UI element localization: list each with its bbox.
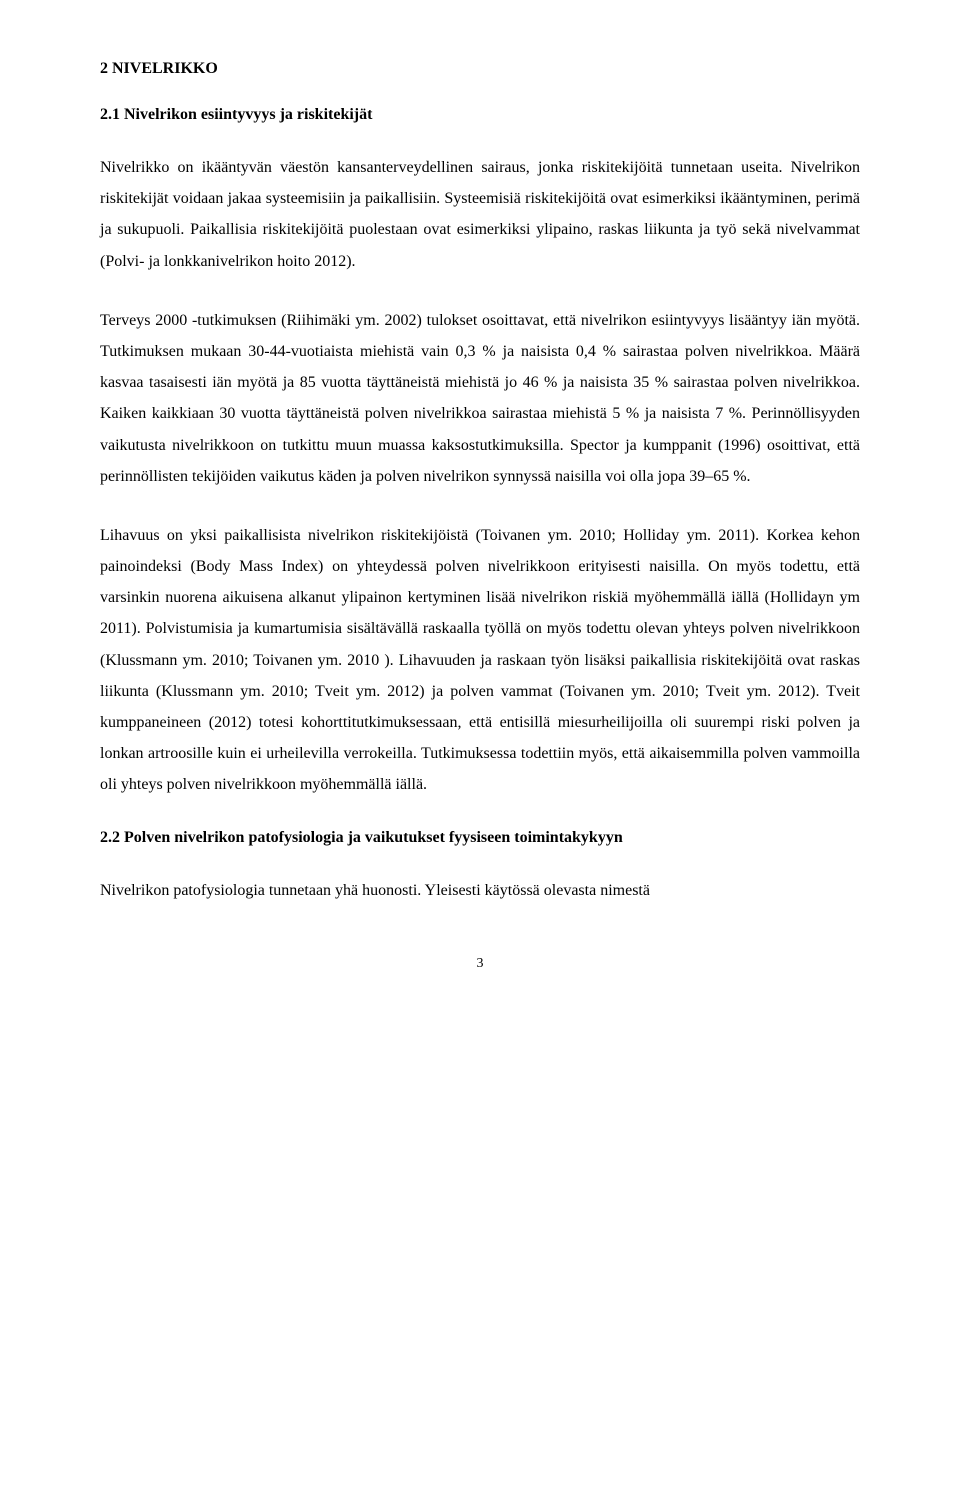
section-heading-2-2: 2.2 Polven nivelrikon patofysiologia ja … xyxy=(100,829,860,847)
body-paragraph-3: Lihavuus on yksi paikallisista nivelriko… xyxy=(100,520,860,801)
body-paragraph-4: Nivelrikon patofysiologia tunnetaan yhä … xyxy=(100,875,860,906)
body-paragraph-1: Nivelrikko on ikääntyvän väestön kansant… xyxy=(100,152,860,277)
section-heading-2-1: 2.1 Nivelrikon esiintyvyys ja riskitekij… xyxy=(100,106,860,124)
section-heading-1: 2 NIVELRIKKO xyxy=(100,60,860,78)
page-number: 3 xyxy=(100,956,860,972)
body-paragraph-2: Terveys 2000 -tutkimuksen (Riihimäki ym.… xyxy=(100,305,860,492)
